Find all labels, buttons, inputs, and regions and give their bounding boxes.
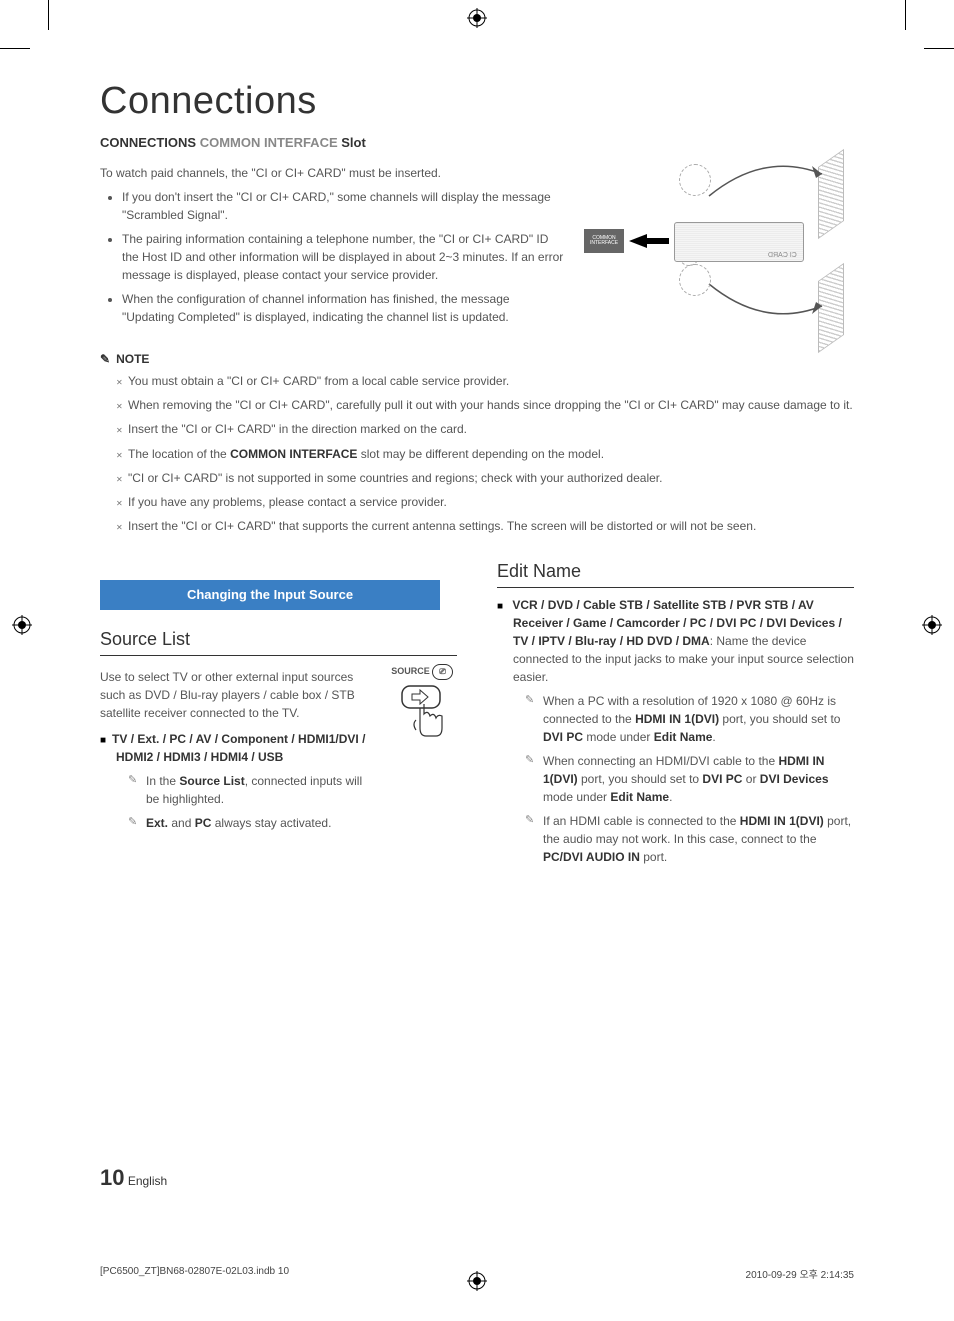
subheading-b: COMMON INTERFACE bbox=[200, 135, 338, 150]
note-item: When removing the "CI or CI+ CARD", care… bbox=[130, 396, 854, 415]
pencil-icon: ✎ bbox=[100, 352, 110, 366]
swing-arrow-icon bbox=[704, 156, 834, 206]
right-column: Edit Name VCR / DVD / Cable STB / Satell… bbox=[497, 558, 854, 874]
source-label: SOURCE ⎚ bbox=[387, 660, 457, 680]
subheading: CONNECTIONS COMMON INTERFACE Slot bbox=[100, 135, 854, 150]
subheading-a: CONNECTIONS bbox=[100, 135, 196, 150]
ci-card-icon: CI CARD bbox=[674, 222, 804, 262]
crop-mark bbox=[0, 48, 30, 49]
intro-text: To watch paid channels, the "CI or CI+ C… bbox=[100, 164, 564, 334]
dashed-circle-icon bbox=[679, 164, 711, 196]
left-column: Changing the Input Source Source List Us… bbox=[100, 558, 457, 874]
subheading-c: Slot bbox=[341, 135, 366, 150]
page-title: Connections bbox=[100, 80, 854, 123]
inputs-text: TV / Ext. / PC / AV / Component / HDMI1/… bbox=[112, 732, 365, 764]
intro-para: To watch paid channels, the "CI or CI+ C… bbox=[100, 164, 564, 182]
square-list: TV / Ext. / PC / AV / Component / HDMI1/… bbox=[100, 730, 375, 832]
insert-arrow-icon bbox=[629, 234, 647, 248]
note-list: You must obtain a "CI or CI+ CARD" from … bbox=[100, 372, 854, 536]
pencil-item: When connecting an HDMI/DVI cable to the… bbox=[543, 752, 854, 806]
note-item: The location of the COMMON INTERFACE slo… bbox=[130, 445, 854, 464]
note-item: "CI or CI+ CARD" is not supported in som… bbox=[130, 469, 854, 488]
two-column-section: Changing the Input Source Source List Us… bbox=[100, 558, 854, 874]
pencil-list: In the Source List, connected inputs wil… bbox=[116, 772, 375, 832]
source-btn-icon: ⎚ bbox=[432, 664, 452, 680]
inputs-item: TV / Ext. / PC / AV / Component / HDMI1/… bbox=[116, 730, 375, 832]
page-number: 10 bbox=[100, 1165, 124, 1190]
source-button-diagram: SOURCE ⎚ bbox=[387, 660, 457, 840]
registration-mark bbox=[922, 615, 942, 635]
pencil-item: When a PC with a resolution of 1920 x 10… bbox=[543, 692, 854, 746]
square-list: VCR / DVD / Cable STB / Satellite STB / … bbox=[497, 596, 854, 866]
devices-item: VCR / DVD / Cable STB / Satellite STB / … bbox=[513, 596, 854, 866]
source-list-heading: Source List bbox=[100, 626, 457, 656]
manual-page: Connections CONNECTIONS COMMON INTERFACE… bbox=[0, 0, 954, 1321]
source-row: Use to select TV or other external input… bbox=[100, 660, 457, 840]
print-date: 2010-09-29 오후 2:14:35 bbox=[746, 1266, 854, 1281]
note-item: Insert the "CI or CI+ CARD" that support… bbox=[130, 517, 854, 536]
crop-mark bbox=[924, 48, 954, 49]
source-text: Use to select TV or other external input… bbox=[100, 660, 375, 840]
section-bar: Changing the Input Source bbox=[100, 580, 440, 610]
note-item: You must obtain a "CI or CI+ CARD" from … bbox=[130, 372, 854, 391]
print-footer: [PC6500_ZT]BN68-02807E-02L03.indb 10 201… bbox=[100, 1266, 854, 1281]
intro-bullet: If you don't insert the "CI or CI+ CARD,… bbox=[122, 188, 564, 224]
edit-name-heading: Edit Name bbox=[497, 558, 854, 588]
note-heading: ✎ NOTE bbox=[100, 352, 854, 366]
registration-mark bbox=[12, 615, 32, 635]
ci-card-text: CI CARD bbox=[768, 252, 797, 259]
pencil-item: Ext. and PC always stay activated. bbox=[146, 814, 375, 832]
intro-row: To watch paid channels, the "CI or CI+ C… bbox=[100, 164, 854, 334]
page-footer: 10 English bbox=[100, 1165, 167, 1191]
pencil-item: If an HDMI cable is connected to the HDM… bbox=[543, 812, 854, 866]
hand-press-icon bbox=[392, 680, 452, 750]
source-para: Use to select TV or other external input… bbox=[100, 668, 375, 722]
dashed-circle-icon bbox=[679, 264, 711, 296]
crop-mark bbox=[905, 0, 906, 30]
intro-bullets: If you don't insert the "CI or CI+ CARD,… bbox=[100, 188, 564, 326]
intro-bullet: The pairing information containing a tel… bbox=[122, 230, 564, 284]
ci-card-diagram: COMMON INTERFACE CI CARD bbox=[584, 164, 854, 334]
print-file: [PC6500_ZT]BN68-02807E-02L03.indb 10 bbox=[100, 1266, 289, 1281]
intro-bullet: When the configuration of channel inform… bbox=[122, 290, 564, 326]
pencil-list: When a PC with a resolution of 1920 x 10… bbox=[513, 692, 854, 866]
pencil-item: In the Source List, connected inputs wil… bbox=[146, 772, 375, 808]
ci-slot-label: COMMON INTERFACE bbox=[584, 229, 624, 253]
note-item: Insert the "CI or CI+ CARD" in the direc… bbox=[130, 420, 854, 439]
note-item: If you have any problems, please contact… bbox=[130, 493, 854, 512]
registration-mark bbox=[467, 8, 487, 28]
crop-mark bbox=[48, 0, 49, 30]
note-label-text: NOTE bbox=[116, 352, 149, 366]
page-lang: English bbox=[128, 1174, 167, 1188]
swing-arrow-icon bbox=[704, 274, 834, 324]
